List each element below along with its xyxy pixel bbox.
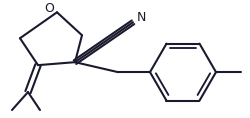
Text: O: O xyxy=(44,2,54,15)
Text: N: N xyxy=(136,11,145,24)
